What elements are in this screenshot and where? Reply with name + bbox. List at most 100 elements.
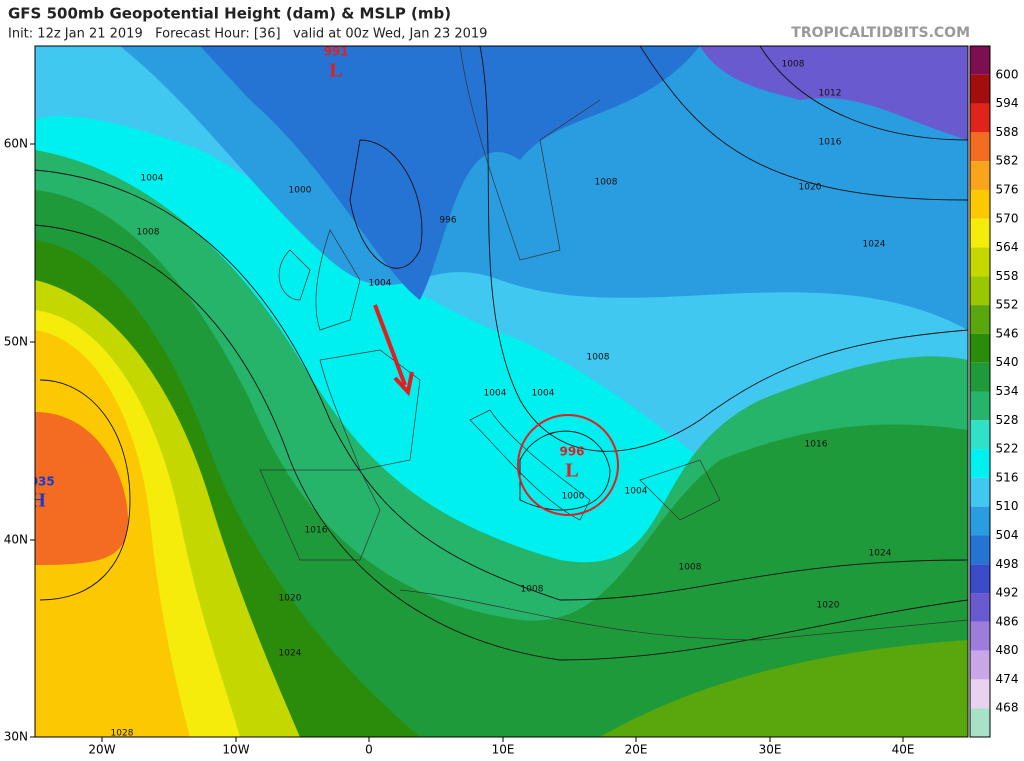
isobar-labels: 1008 1012 1016 1020 1024 1004 1000 1008 1004 1008… [111, 60, 892, 739]
isobar-label: 1000 [562, 492, 585, 502]
colorbar-label: 498 [996, 557, 1019, 571]
colorbar-label: 468 [996, 701, 1019, 715]
lat-label: 40N [4, 533, 28, 547]
isobar-label: 1024 [279, 649, 302, 659]
colorbar-box [970, 391, 990, 421]
colorbar-box [970, 621, 990, 651]
isobar-label: 1024 [869, 549, 892, 559]
isobars [35, 46, 968, 661]
isobar-label: 1008 [137, 228, 160, 238]
field-588 [35, 412, 128, 565]
center-value: 1035 [21, 475, 54, 489]
field-516 [200, 46, 700, 300]
colorbar-label: 516 [996, 470, 1019, 484]
colorbar-label: 588 [996, 125, 1019, 139]
field-564-east [600, 640, 968, 737]
field-504 [700, 46, 968, 140]
colorbar-label: 474 [996, 672, 1019, 686]
colorbar-box [970, 362, 990, 392]
colorbar-box [970, 276, 990, 306]
isobar-label: 1016 [305, 526, 328, 536]
colorbar-box [970, 593, 990, 622]
colorbar-box [970, 679, 990, 709]
lat-label: 50N [4, 335, 28, 349]
highlight-circle [517, 414, 619, 516]
lon-label: 10W [222, 743, 249, 757]
colorbar-label: 564 [996, 240, 1019, 254]
isobar-label: 1020 [817, 601, 840, 611]
colorbar-box [970, 103, 990, 133]
colorbar-label: 492 [996, 586, 1019, 600]
center-value: 996 [559, 445, 584, 459]
isobar-label: 1016 [805, 440, 828, 450]
colorbar-label: 522 [996, 442, 1019, 456]
colorbar-box [970, 247, 990, 277]
colorbar-label: 600 [996, 67, 1019, 81]
colorbar-box [970, 74, 990, 104]
isobar-label: 1004 [532, 389, 555, 399]
isobar-label: 1004 [369, 279, 392, 289]
center-letter: L [565, 460, 578, 482]
colorbar-label: 594 [996, 96, 1019, 110]
isobar-label: 1008 [679, 563, 702, 573]
colorbar-label: 576 [996, 182, 1019, 196]
colorbar-label: 528 [996, 413, 1019, 427]
colorbar-label: 546 [996, 326, 1019, 340]
isobar-label: 1008 [521, 585, 544, 595]
isobar-label: 1000 [289, 186, 312, 196]
colorbar-label: 558 [996, 269, 1019, 283]
isobar-label: 1024 [863, 240, 886, 250]
map-frame [34, 45, 969, 738]
colorbar-box [970, 506, 990, 536]
lon-label: 10E [492, 743, 515, 757]
lon-label: 0 [365, 743, 373, 757]
colorbar-label: 552 [996, 298, 1019, 312]
colorbar-label: 504 [996, 528, 1019, 542]
lon-label: 20W [88, 743, 115, 757]
colorbar-box [970, 420, 990, 450]
colorbar-label: 540 [996, 355, 1019, 369]
colorbar-label: 570 [996, 211, 1019, 225]
isobar-label: 1028 [111, 729, 134, 739]
colorbar-box [970, 333, 990, 363]
colorbar-box [970, 477, 990, 507]
isobar-label: 1008 [587, 353, 610, 363]
colorbar-box [970, 535, 990, 565]
colorbar-box [970, 708, 990, 737]
colorbar: 600 594 588 582 576 570 564 558 552 546 540 534 528 5… [969, 45, 1019, 738]
isobar-label: 1004 [625, 487, 648, 497]
lon-label: 30E [759, 743, 782, 757]
colorbar-label: 582 [996, 154, 1019, 168]
colorbar-label: 486 [996, 614, 1019, 628]
isobar-label: 1008 [595, 178, 618, 188]
colorbar-box [970, 564, 990, 594]
lat-label: 30N [4, 730, 28, 744]
isobar-label: 1008 [782, 60, 805, 70]
colorbar-box [970, 46, 990, 75]
colorbar-box [970, 305, 990, 334]
colorbar-label: 534 [996, 384, 1019, 398]
axes: 60N 50N 40N 30N 20W 10W 0 10E 20E 30E 40E [4, 137, 915, 757]
isobar-label: 1020 [799, 183, 822, 193]
colorbar-box [970, 132, 990, 162]
subtitle: Init: 12z Jan 21 2019 Forecast Hour: [36… [8, 27, 487, 42]
credit: TROPICALTIDBITS.COM [791, 25, 970, 41]
isobar-label: 1020 [279, 594, 302, 604]
lon-label: 20E [625, 743, 648, 757]
colorbar-box [970, 189, 990, 219]
isobar-label: 1004 [484, 389, 507, 399]
lat-label: 60N [4, 137, 28, 151]
isobar-label: 1004 [141, 174, 164, 184]
isobar-label: 1012 [819, 89, 842, 99]
colorbar-label: 510 [996, 499, 1019, 513]
colorbar-box [970, 218, 990, 248]
coastlines [259, 46, 968, 641]
colorbar-label: 480 [996, 643, 1019, 657]
colorbar-box [970, 650, 990, 680]
center-letter: H [30, 490, 46, 512]
isobar-label: 1016 [819, 138, 842, 148]
